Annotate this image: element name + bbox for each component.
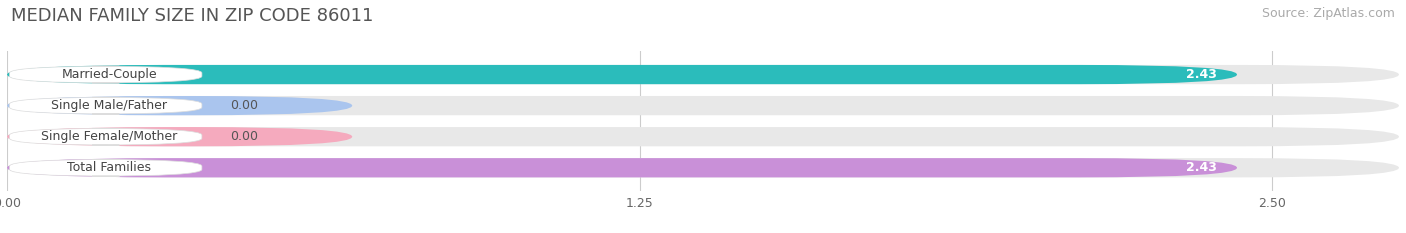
- FancyBboxPatch shape: [7, 65, 1399, 84]
- Text: Married-Couple: Married-Couple: [62, 68, 157, 81]
- Text: Source: ZipAtlas.com: Source: ZipAtlas.com: [1261, 7, 1395, 20]
- FancyBboxPatch shape: [7, 127, 1399, 146]
- Text: 0.00: 0.00: [229, 130, 257, 143]
- FancyBboxPatch shape: [7, 127, 353, 146]
- FancyBboxPatch shape: [10, 128, 202, 145]
- Text: 0.00: 0.00: [229, 99, 257, 112]
- FancyBboxPatch shape: [7, 96, 353, 115]
- Text: Single Male/Father: Single Male/Father: [51, 99, 167, 112]
- Text: 2.43: 2.43: [1185, 68, 1216, 81]
- FancyBboxPatch shape: [7, 158, 1399, 177]
- FancyBboxPatch shape: [7, 158, 1237, 177]
- FancyBboxPatch shape: [7, 65, 1237, 84]
- FancyBboxPatch shape: [7, 96, 1399, 115]
- Text: Single Female/Mother: Single Female/Mother: [41, 130, 177, 143]
- FancyBboxPatch shape: [10, 97, 202, 114]
- Text: MEDIAN FAMILY SIZE IN ZIP CODE 86011: MEDIAN FAMILY SIZE IN ZIP CODE 86011: [11, 7, 374, 25]
- Text: 2.43: 2.43: [1185, 161, 1216, 174]
- Text: Total Families: Total Families: [67, 161, 152, 174]
- FancyBboxPatch shape: [10, 66, 202, 83]
- FancyBboxPatch shape: [10, 159, 202, 176]
